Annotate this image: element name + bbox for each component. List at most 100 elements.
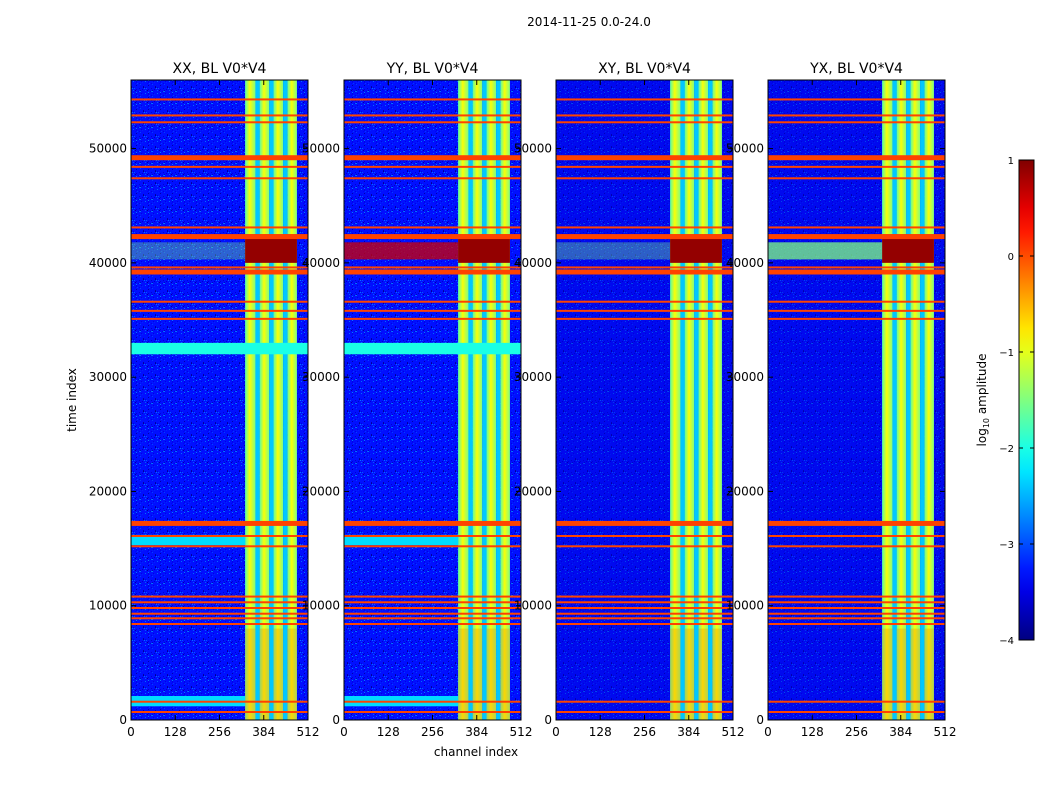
y-tick-label: 0 xyxy=(119,713,127,727)
flagged-row xyxy=(556,711,733,713)
x-tick-label: 0 xyxy=(127,725,135,739)
flagged-row xyxy=(556,226,733,229)
band-gap xyxy=(708,80,713,720)
y-tick-label: 50000 xyxy=(302,142,340,156)
flagged-row xyxy=(768,617,945,620)
flagged-row xyxy=(556,317,733,320)
flagged-row xyxy=(344,300,521,303)
flagged-row xyxy=(556,155,733,161)
elevated-row xyxy=(344,342,521,355)
flagged-row xyxy=(131,226,308,229)
colorbar-gradient xyxy=(1018,159,1035,641)
flagged-row xyxy=(131,309,308,312)
flagged-row xyxy=(344,601,521,604)
rfi-band-column xyxy=(910,80,921,720)
flagged-row xyxy=(768,266,945,269)
y-tick-label: 10000 xyxy=(89,599,127,613)
rfi-band-column xyxy=(924,80,934,720)
flagged-row xyxy=(344,98,521,101)
flagged-row xyxy=(344,617,521,620)
y-tick-label: 50000 xyxy=(726,142,764,156)
band-gap xyxy=(906,80,911,720)
flagged-row xyxy=(768,226,945,229)
flagged-row xyxy=(344,269,521,275)
flagged-row xyxy=(556,114,733,117)
rfi-band-column xyxy=(698,80,709,720)
flagged-row xyxy=(556,98,733,101)
flagged-row xyxy=(768,595,945,598)
y-tick-label: 40000 xyxy=(514,256,552,270)
flagged-row xyxy=(131,595,308,598)
flagged-row xyxy=(131,266,308,269)
panel-title: YX, BL V0*V4 xyxy=(809,61,903,77)
y-tick-label: 0 xyxy=(544,713,552,727)
flagged-row xyxy=(131,545,308,548)
y-tick-label: 40000 xyxy=(302,256,340,270)
event-streak xyxy=(556,242,671,260)
colorbar-tick-label: 1 xyxy=(1008,156,1014,167)
flagged-row xyxy=(768,177,945,180)
y-tick-label: 50000 xyxy=(514,142,552,156)
flagged-row xyxy=(556,269,733,275)
flagged-row xyxy=(768,700,945,703)
colorbar-tick-label: −3 xyxy=(999,540,1014,551)
flagged-row xyxy=(131,114,308,117)
panel-title: YY, BL V0*V4 xyxy=(386,61,479,77)
flagged-row xyxy=(344,607,521,609)
flagged-row xyxy=(768,114,945,117)
flagged-row xyxy=(556,266,733,269)
flagged-row xyxy=(556,545,733,548)
band-gap xyxy=(255,80,260,720)
flagged-row xyxy=(131,617,308,620)
y-tick-label: 0 xyxy=(332,713,340,727)
flagged-row xyxy=(131,269,308,275)
panel-yx: YX, BL V0*V4 0 128 256 384 512 0 10000 20000 3000… xyxy=(726,61,957,739)
y-tick-label: 40000 xyxy=(89,256,127,270)
flagged-row xyxy=(768,309,945,312)
x-tick-label: 0 xyxy=(552,725,560,739)
band-gap xyxy=(283,80,288,720)
flagged-row xyxy=(768,520,945,526)
x-tick-label: 128 xyxy=(801,725,824,739)
rfi-band-column xyxy=(472,80,483,720)
elevated-row xyxy=(131,342,308,355)
flagged-row xyxy=(131,165,308,168)
flagged-row xyxy=(131,520,308,526)
flagged-row xyxy=(344,266,521,269)
flagged-row xyxy=(344,309,521,312)
rfi-band-column xyxy=(670,80,681,720)
flagged-row xyxy=(556,623,733,625)
rfi-band-column xyxy=(458,80,469,720)
rfi-band-column xyxy=(273,80,284,720)
y-tick-label: 0 xyxy=(756,713,764,727)
y-tick-label: 10000 xyxy=(514,599,552,613)
event-streak xyxy=(131,242,246,260)
flagged-row xyxy=(131,317,308,320)
flagged-row xyxy=(768,98,945,101)
panel-title: XY, BL V0*V4 xyxy=(598,61,691,77)
band-gap xyxy=(892,80,897,720)
x-tick-label: 512 xyxy=(297,725,320,739)
flagged-row xyxy=(344,114,521,117)
panels: XX, BL V0*V4 0 128 256 384 512 0 10000 20000 3000… xyxy=(89,61,957,739)
rfi-band-column xyxy=(500,80,510,720)
flagged-row xyxy=(344,226,521,229)
flagged-row xyxy=(556,520,733,526)
elevated-row xyxy=(131,534,246,546)
flagged-row xyxy=(344,595,521,598)
y-tick-label: 30000 xyxy=(302,370,340,384)
flagged-row xyxy=(768,269,945,275)
flagged-row xyxy=(344,520,521,526)
flagged-row xyxy=(556,121,733,124)
x-tick-label: 256 xyxy=(421,725,444,739)
band-gap xyxy=(694,80,699,720)
flagged-row xyxy=(556,535,733,537)
flagged-row xyxy=(556,300,733,303)
flagged-row xyxy=(131,98,308,101)
flagged-row xyxy=(344,612,521,615)
flagged-row xyxy=(556,165,733,168)
flagged-row xyxy=(556,309,733,312)
flagged-row xyxy=(131,177,308,180)
x-tick-label: 0 xyxy=(764,725,772,739)
colorbar-tick-label: −1 xyxy=(999,348,1014,359)
